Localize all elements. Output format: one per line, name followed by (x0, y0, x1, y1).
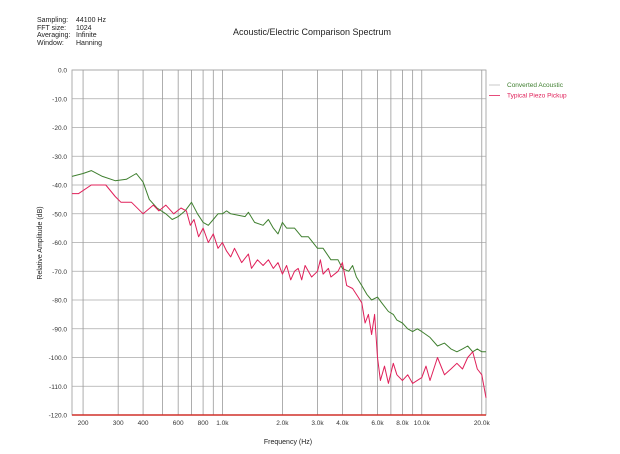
x-tick-label: 10.0k (414, 420, 431, 427)
legend-label: Typical Piezo Pickup (507, 93, 567, 100)
x-tick-label: 800 (198, 420, 209, 427)
series-line-converted-acoustic (71, 170, 486, 353)
x-tick-label: 400 (138, 420, 149, 427)
y-tick-label: -80.0 (52, 298, 67, 305)
y-tick-label: -10.0 (52, 96, 67, 103)
x-tick-label: 6.0k (371, 420, 384, 427)
x-tick-label: 4.0k (336, 420, 349, 427)
info-row: Window: Hanning (37, 40, 106, 48)
info-label: FFT size: (37, 24, 67, 32)
info-label: Averaging: (37, 32, 71, 39)
y-tick-label: -110.0 (49, 384, 67, 391)
y-tick-label: -100.0 (49, 355, 68, 362)
analysis-info: Sampling: 44100 Hz FFT size: 1024 Averagin… (37, 17, 106, 47)
y-tick-label: -90.0 (52, 326, 67, 333)
info-row: Averaging: Infinite (37, 32, 106, 40)
x-tick-label: 8.0k (396, 420, 409, 427)
legend-label: Converted Acoustic (507, 82, 564, 89)
info-value: Hanning (76, 39, 103, 47)
chart-title: Acoustic/Electric Comparison Spectrum (233, 27, 391, 37)
info-row: FFT size: 1024 (37, 25, 106, 33)
y-axis-label: Relative Amplitude (dB) (37, 206, 44, 279)
y-tick-label: -50.0 (52, 211, 67, 218)
y-tick-label: -70.0 (52, 269, 67, 276)
x-tick-label: 1.0k (216, 420, 229, 427)
info-row: Sampling: 44100 Hz (37, 17, 106, 25)
x-tick-label: 200 (78, 420, 89, 427)
info-label: Sampling: (37, 17, 69, 24)
x-tick-label: 3.0k (311, 420, 324, 427)
x-tick-label: 600 (173, 420, 184, 427)
y-tick-label: -20.0 (52, 125, 67, 132)
series-line-typical-piezo-pickup (72, 184, 487, 398)
x-tick-label: 2.0k (276, 420, 289, 427)
info-value: Infinite (76, 32, 97, 39)
y-tick-label: -40.0 (52, 183, 67, 190)
y-tick-label: -60.0 (52, 240, 67, 247)
info-value: 1024 (76, 24, 92, 32)
y-tick-label: 0.0 (58, 68, 67, 75)
info-label: Window: (37, 39, 64, 47)
y-tick-label: -30.0 (52, 154, 67, 161)
x-tick-label: 20.0k (474, 420, 491, 427)
y-tick-label: -120.0 (49, 413, 68, 420)
info-value: 44100 Hz (76, 17, 106, 24)
x-axis-label: Frequency (Hz) (264, 439, 312, 446)
x-tick-label: 300 (113, 420, 124, 427)
